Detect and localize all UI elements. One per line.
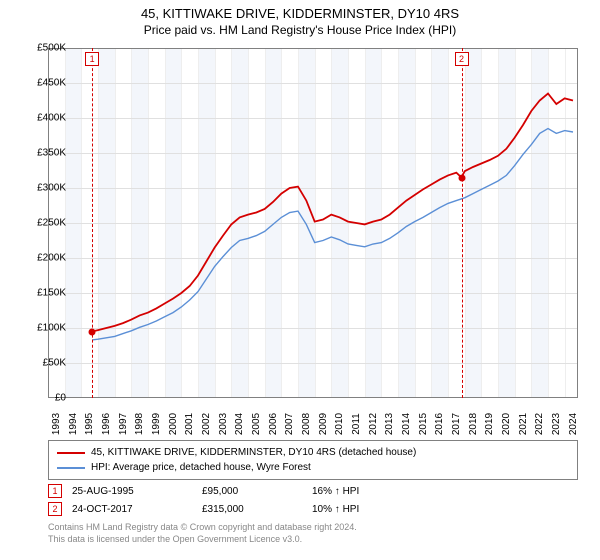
plot-svg bbox=[48, 48, 578, 398]
sale-marker-box: 1 bbox=[48, 484, 62, 498]
y-tick-label: £150K bbox=[37, 288, 66, 299]
x-tick-label: 2021 bbox=[518, 413, 529, 435]
y-tick-label: £450K bbox=[37, 78, 66, 89]
x-tick-label: 2024 bbox=[568, 413, 579, 435]
marker-dot bbox=[89, 328, 96, 335]
title-subtitle: Price paid vs. HM Land Registry's House … bbox=[0, 23, 600, 37]
x-tick-label: 2013 bbox=[384, 413, 395, 435]
x-tick-label: 2005 bbox=[251, 413, 262, 435]
x-tick-label: 2004 bbox=[234, 413, 245, 435]
marker-box: 2 bbox=[455, 52, 469, 66]
x-tick-label: 2010 bbox=[334, 413, 345, 435]
title-address: 45, KITTIWAKE DRIVE, KIDDERMINSTER, DY10… bbox=[0, 6, 600, 21]
y-tick-label: £0 bbox=[55, 393, 66, 404]
sale-diff: 10% ↑ HPI bbox=[312, 504, 432, 515]
x-tick-label: 2006 bbox=[268, 413, 279, 435]
title-block: 45, KITTIWAKE DRIVE, KIDDERMINSTER, DY10… bbox=[0, 0, 600, 37]
sale-price: £315,000 bbox=[202, 504, 302, 515]
x-tick-label: 2000 bbox=[168, 413, 179, 435]
y-tick-label: £400K bbox=[37, 113, 66, 124]
x-tick-label: 1994 bbox=[68, 413, 79, 435]
x-tick-label: 2017 bbox=[451, 413, 462, 435]
x-tick-label: 1996 bbox=[101, 413, 112, 435]
chart-container: 45, KITTIWAKE DRIVE, KIDDERMINSTER, DY10… bbox=[0, 0, 600, 560]
legend-swatch bbox=[57, 467, 85, 469]
y-tick-label: £200K bbox=[37, 253, 66, 264]
x-tick-label: 1997 bbox=[118, 413, 129, 435]
series-line-hpi bbox=[92, 129, 573, 340]
x-tick-label: 2007 bbox=[284, 413, 295, 435]
marker-dot bbox=[458, 174, 465, 181]
footnote-line: This data is licensed under the Open Gov… bbox=[48, 534, 578, 546]
y-tick-label: £50K bbox=[43, 358, 66, 369]
legend-label: HPI: Average price, detached house, Wyre… bbox=[91, 462, 311, 473]
legend-box: 45, KITTIWAKE DRIVE, KIDDERMINSTER, DY10… bbox=[48, 440, 578, 480]
sale-marker-box: 2 bbox=[48, 502, 62, 516]
legend-item: 45, KITTIWAKE DRIVE, KIDDERMINSTER, DY10… bbox=[57, 445, 569, 460]
x-tick-label: 2001 bbox=[184, 413, 195, 435]
sale-date: 25-AUG-1995 bbox=[72, 486, 192, 497]
sale-price: £95,000 bbox=[202, 486, 302, 497]
x-tick-label: 1993 bbox=[51, 413, 62, 435]
sales-row: 1 25-AUG-1995 £95,000 16% ↑ HPI bbox=[48, 482, 578, 500]
sale-diff: 16% ↑ HPI bbox=[312, 486, 432, 497]
y-tick-label: £250K bbox=[37, 218, 66, 229]
sale-date: 24-OCT-2017 bbox=[72, 504, 192, 515]
y-tick-label: £300K bbox=[37, 183, 66, 194]
x-tick-label: 2015 bbox=[418, 413, 429, 435]
footnote-line: Contains HM Land Registry data © Crown c… bbox=[48, 522, 578, 534]
y-tick-label: £100K bbox=[37, 323, 66, 334]
x-tick-label: 2011 bbox=[351, 413, 362, 435]
y-tick-label: £500K bbox=[37, 43, 66, 54]
x-tick-label: 1999 bbox=[151, 413, 162, 435]
series-line-price_paid bbox=[92, 94, 573, 332]
footnote: Contains HM Land Registry data © Crown c… bbox=[48, 522, 578, 545]
x-tick-label: 2019 bbox=[484, 413, 495, 435]
x-tick-label: 2009 bbox=[318, 413, 329, 435]
x-tick-label: 1995 bbox=[84, 413, 95, 435]
legend-swatch bbox=[57, 452, 85, 454]
x-tick-label: 2023 bbox=[551, 413, 562, 435]
x-tick-label: 1998 bbox=[134, 413, 145, 435]
x-tick-label: 2014 bbox=[401, 413, 412, 435]
x-tick-label: 2003 bbox=[218, 413, 229, 435]
sales-table: 1 25-AUG-1995 £95,000 16% ↑ HPI 2 24-OCT… bbox=[48, 482, 578, 518]
y-tick-label: £350K bbox=[37, 148, 66, 159]
x-tick-label: 2012 bbox=[368, 413, 379, 435]
x-tick-label: 2002 bbox=[201, 413, 212, 435]
marker-box: 1 bbox=[85, 52, 99, 66]
x-tick-label: 2020 bbox=[501, 413, 512, 435]
legend-item: HPI: Average price, detached house, Wyre… bbox=[57, 460, 569, 475]
sales-row: 2 24-OCT-2017 £315,000 10% ↑ HPI bbox=[48, 500, 578, 518]
x-tick-label: 2016 bbox=[434, 413, 445, 435]
x-tick-label: 2018 bbox=[468, 413, 479, 435]
x-tick-label: 2022 bbox=[534, 413, 545, 435]
legend-label: 45, KITTIWAKE DRIVE, KIDDERMINSTER, DY10… bbox=[91, 447, 416, 458]
x-tick-label: 2008 bbox=[301, 413, 312, 435]
